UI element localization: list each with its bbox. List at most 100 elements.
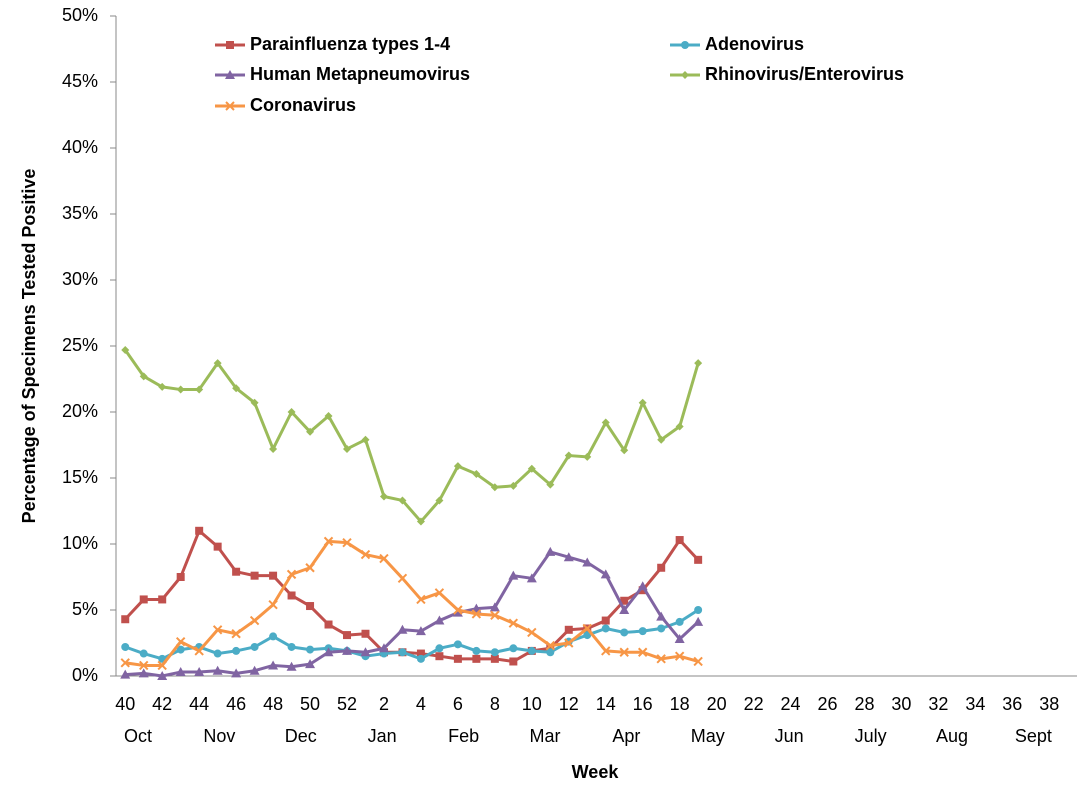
marker xyxy=(674,634,685,644)
marker xyxy=(268,600,278,610)
marker xyxy=(250,571,259,580)
x-tick-label: 4 xyxy=(416,694,426,714)
marker xyxy=(471,609,482,619)
marker xyxy=(509,644,518,653)
marker xyxy=(620,446,629,455)
marker xyxy=(620,596,629,605)
marker xyxy=(139,595,148,604)
legend-label: Adenovirus xyxy=(705,34,804,54)
marker xyxy=(225,70,235,79)
marker xyxy=(305,563,315,573)
marker xyxy=(564,638,574,648)
x-tick-label: 8 xyxy=(490,694,500,714)
marker xyxy=(453,462,462,471)
marker xyxy=(323,647,334,657)
marker xyxy=(324,411,333,420)
marker xyxy=(527,627,537,638)
x-tick-label: 52 xyxy=(337,694,357,714)
legend-label: Rhinovirus/Enterovirus xyxy=(705,64,904,84)
month-label: Jun xyxy=(775,726,804,746)
marker xyxy=(509,657,518,666)
marker xyxy=(232,567,241,576)
marker xyxy=(195,526,204,535)
marker xyxy=(250,398,259,407)
marker xyxy=(226,41,234,49)
marker xyxy=(286,661,297,671)
marker xyxy=(361,629,370,638)
marker xyxy=(139,660,149,671)
month-label: Jan xyxy=(368,726,397,746)
y-tick-label: 50% xyxy=(62,5,98,25)
marker xyxy=(415,626,426,636)
x-tick-label: 26 xyxy=(817,694,837,714)
legend-label: Human Metapneumovirus xyxy=(250,64,470,84)
x-tick-label: 50 xyxy=(300,694,320,714)
marker xyxy=(416,649,425,658)
marker xyxy=(212,625,223,635)
marker xyxy=(139,372,148,381)
marker xyxy=(213,542,222,551)
marker xyxy=(231,629,241,639)
marker xyxy=(681,71,689,79)
marker xyxy=(269,571,278,580)
marker xyxy=(269,632,278,641)
x-tick-label: 18 xyxy=(670,694,690,714)
marker xyxy=(212,665,223,675)
marker xyxy=(416,654,425,663)
marker xyxy=(675,617,684,626)
marker xyxy=(582,623,592,634)
marker xyxy=(176,645,185,654)
marker xyxy=(564,625,573,634)
marker xyxy=(343,631,352,640)
marker xyxy=(175,636,186,647)
x-tick-label: 24 xyxy=(781,694,801,714)
marker xyxy=(694,359,703,368)
marker xyxy=(453,654,462,663)
marker xyxy=(323,536,334,547)
marker xyxy=(546,480,555,489)
marker xyxy=(342,537,352,548)
marker xyxy=(508,618,519,628)
marker xyxy=(564,451,573,460)
month-label: Sept xyxy=(1015,726,1052,746)
marker xyxy=(656,611,667,621)
x-tick-label: 30 xyxy=(891,694,911,714)
marker xyxy=(176,385,185,394)
y-tick-label: 40% xyxy=(62,137,98,157)
x-tick-label: 32 xyxy=(928,694,948,714)
marker xyxy=(158,595,167,604)
marker xyxy=(416,517,425,526)
marker xyxy=(453,640,462,649)
x-tick-label: 34 xyxy=(965,694,985,714)
marker xyxy=(453,605,463,615)
marker xyxy=(195,385,204,394)
marker xyxy=(306,427,315,436)
marker xyxy=(527,464,536,473)
marker xyxy=(397,573,408,584)
month-label: Nov xyxy=(203,726,235,746)
marker xyxy=(286,569,297,580)
marker xyxy=(306,602,315,611)
marker xyxy=(693,616,704,626)
marker xyxy=(619,647,629,657)
marker xyxy=(121,615,130,624)
marker xyxy=(398,648,407,657)
marker xyxy=(545,640,556,651)
marker xyxy=(194,646,204,656)
marker xyxy=(526,573,537,583)
marker xyxy=(157,660,167,671)
marker xyxy=(675,536,684,545)
marker xyxy=(175,667,186,677)
marker xyxy=(490,654,499,663)
marker xyxy=(121,642,130,651)
marker xyxy=(343,444,352,453)
marker xyxy=(305,659,316,669)
series-line xyxy=(124,529,700,663)
legend-label: Parainfluenza types 1-4 xyxy=(250,34,450,54)
x-tick-label: 46 xyxy=(226,694,246,714)
marker xyxy=(435,652,444,661)
marker xyxy=(434,588,445,598)
marker xyxy=(398,496,407,505)
